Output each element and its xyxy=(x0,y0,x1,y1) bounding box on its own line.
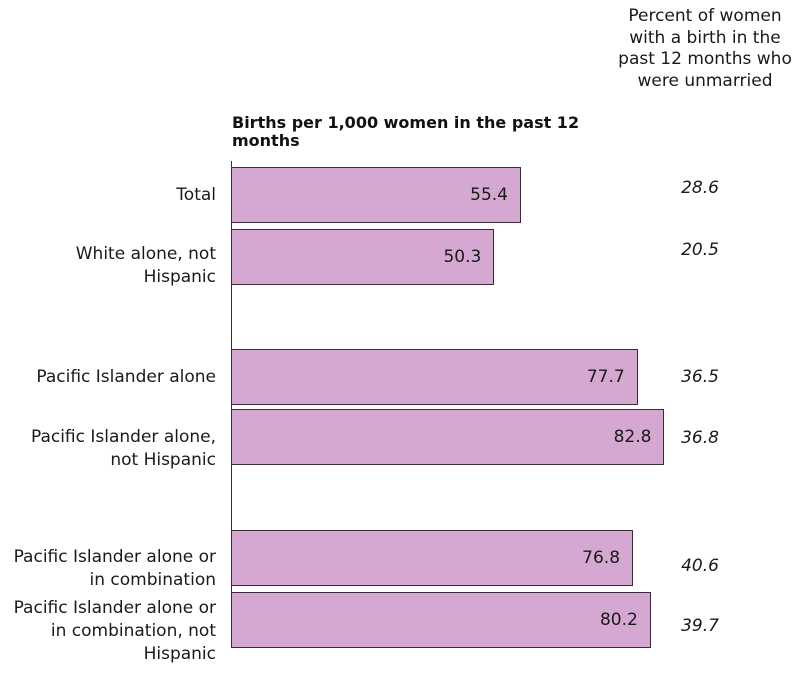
unmarried-percent-value: 36.5 xyxy=(681,367,719,387)
category-label: Pacific Islander alone or in combination xyxy=(13,547,216,590)
bar-value-label: 55.4 xyxy=(470,185,508,205)
bar: 80.2 xyxy=(231,592,651,648)
chart-title: Births per 1,000 women in the past 12 mo… xyxy=(232,113,580,150)
unmarried-percent-value: 28.6 xyxy=(681,178,719,198)
category-label: Total xyxy=(176,184,216,205)
bar: 82.8 xyxy=(231,409,665,465)
unmarried-percent-value: 39.7 xyxy=(681,616,719,636)
category-label: Pacific Islander alone, not Hispanic xyxy=(30,427,216,470)
unmarried-percent-value: 20.5 xyxy=(681,240,719,260)
unmarried-percent-column-header: Percent of women with a birth in the pas… xyxy=(618,6,792,91)
bar-value-label: 80.2 xyxy=(599,610,638,630)
bar: 50.3 xyxy=(231,229,495,285)
bar: 76.8 xyxy=(231,530,634,586)
bar-value-label: 77.7 xyxy=(586,367,625,387)
category-label: Pacific Islander alone or in combination… xyxy=(13,597,216,664)
unmarried-percent-value: 40.6 xyxy=(681,556,719,576)
bar-value-label: 82.8 xyxy=(613,427,652,447)
unmarried-percent-value: 36.8 xyxy=(681,428,719,448)
bar: 77.7 xyxy=(231,349,638,405)
bar: 55.4 xyxy=(231,167,521,223)
bar-value-label: 76.8 xyxy=(582,548,621,568)
category-label: White alone, not Hispanic xyxy=(75,244,216,287)
bar-value-label: 50.3 xyxy=(443,247,482,267)
category-label: Pacific Islander alone xyxy=(36,366,216,387)
